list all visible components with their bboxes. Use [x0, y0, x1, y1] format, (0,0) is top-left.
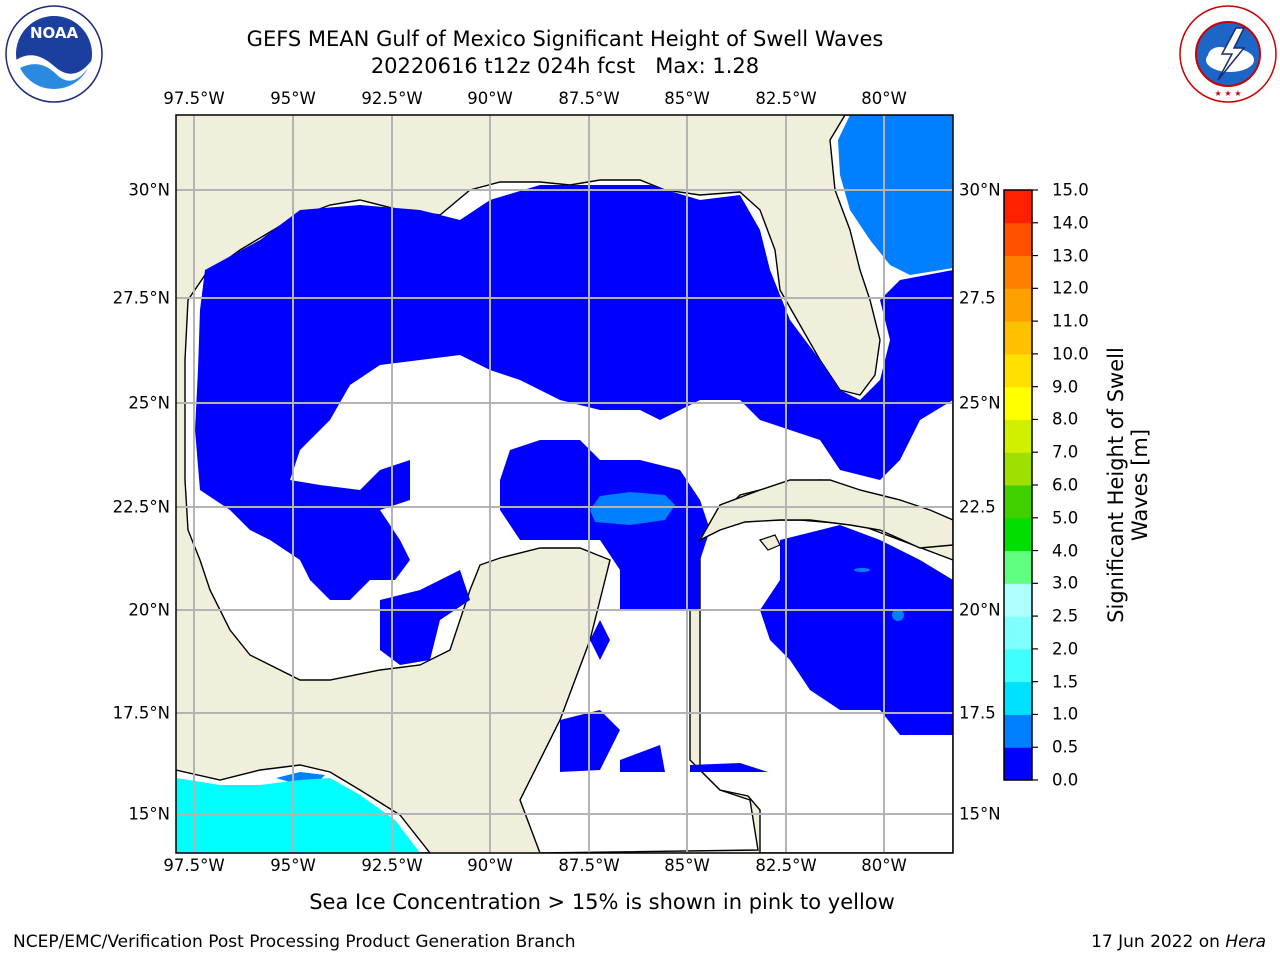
lat-label-right: 15°N	[959, 804, 1001, 824]
colorbar-label: Significant Height of Swell Waves [m]	[1104, 347, 1152, 623]
lon-label-bottom: 92.5°W	[361, 856, 423, 875]
lat-label-right: 20°N	[959, 600, 1001, 620]
lat-label-right: 25°N	[959, 393, 1001, 413]
lon-label-bottom: 97.5°W	[163, 856, 225, 875]
nws-logo: ★ ★ ★	[1179, 5, 1277, 103]
lat-label-right: 27.5	[959, 288, 996, 308]
colorbar	[1003, 189, 1038, 781]
colorbar-segment	[1004, 190, 1032, 224]
colorbar-segment	[1004, 517, 1032, 552]
colorbar-tick-label: 3.0	[1052, 573, 1079, 593]
lon-label-top: 95°W	[270, 89, 316, 108]
lat-label-right: 17.5	[959, 703, 996, 723]
lat-label-right: 30°N	[959, 180, 1001, 200]
colorbar-tick-label: 7.0	[1052, 442, 1079, 462]
graticule	[176, 115, 953, 853]
noaa-logo: NOAA	[5, 5, 103, 103]
colorbar-segment	[1004, 747, 1032, 781]
sea-ice-caption: Sea Ice Concentration > 15% is shown in …	[309, 890, 895, 914]
colorbar-tick-label: 8.0	[1052, 409, 1079, 429]
lon-label-bottom: 87.5°W	[558, 856, 620, 875]
colorbar-tick-label: 10.0	[1052, 344, 1089, 364]
colorbar-tick-label: 2.0	[1052, 639, 1079, 659]
lon-label-top: 92.5°W	[361, 89, 423, 108]
lon-label-bottom: 82.5°W	[755, 856, 817, 875]
map-frame	[175, 114, 954, 854]
lat-label-right: 22.5	[959, 497, 996, 517]
colorbar-tick-label: 11.0	[1052, 311, 1089, 331]
colorbar-tick-label: 2.5	[1052, 606, 1079, 626]
colorbar-segment	[1004, 222, 1032, 257]
lat-label-left: 25°N	[128, 393, 170, 413]
colorbar-tick-label: 0.0	[1052, 770, 1079, 790]
colorbar-segment	[1004, 583, 1032, 617]
colorbar-segment	[1004, 714, 1032, 748]
lat-label-left: 22.5°N	[112, 497, 170, 517]
colorbar-tick-label: 12.0	[1052, 278, 1089, 298]
colorbar-segment	[1004, 681, 1032, 715]
colorbar-tick-label: 4.0	[1052, 541, 1079, 561]
swell-band-1.0-1.5	[176, 778, 420, 853]
colorbar-segment	[1004, 648, 1032, 683]
lon-label-bottom: 85°W	[664, 856, 710, 875]
colorbar-segment	[1004, 616, 1032, 650]
colorbar-segment	[1004, 288, 1032, 322]
colorbar-segment	[1004, 419, 1032, 453]
isle-of-youth	[758, 534, 781, 551]
lon-label-top: 97.5°W	[163, 89, 225, 108]
lat-label-left: 20°N	[128, 600, 170, 620]
colorbar-segment	[1004, 485, 1032, 519]
colorbar-tick-label: 1.5	[1052, 672, 1079, 692]
chart-title: GEFS MEAN Gulf of Mexico Significant Hei…	[246, 27, 884, 51]
colorbar-segment	[1004, 321, 1032, 355]
colorbar-tick-label: 6.0	[1052, 475, 1079, 495]
colorbar-segment	[1004, 255, 1032, 289]
colorbar-tick-label: 9.0	[1052, 377, 1079, 397]
colorbar-segment	[1004, 353, 1032, 388]
colorbar-tick-label: 1.0	[1052, 704, 1079, 724]
colorbar-tick-label: 0.5	[1052, 737, 1079, 757]
lat-label-left: 17.5°N	[112, 703, 170, 723]
colorbar-segment	[1004, 452, 1032, 486]
lat-label-left: 27.5°N	[112, 288, 170, 308]
colorbar-segment	[1004, 550, 1032, 584]
lon-label-bottom: 90°W	[467, 856, 513, 875]
colorbar-tick-label: 13.0	[1052, 246, 1089, 266]
colorbar-tick-label: 14.0	[1052, 213, 1089, 233]
lat-label-left: 15°N	[128, 804, 170, 824]
lon-label-top: 85°W	[664, 89, 710, 108]
lon-label-bottom: 80°W	[861, 856, 907, 875]
colorbar-tick-label: 15.0	[1052, 180, 1089, 200]
chart-subtitle: 20220616 t12z 024h fcst Max: 1.28	[370, 54, 760, 78]
lat-label-left: 30°N	[128, 180, 170, 200]
colorbar-segment	[1004, 386, 1032, 420]
swell-band-0-0.5	[195, 185, 953, 772]
lon-label-top: 80°W	[861, 89, 907, 108]
colorbar-tick-label: 5.0	[1052, 508, 1079, 528]
lon-label-bottom: 95°W	[270, 856, 316, 875]
footer-date: 17 Jun 2022 on Hera	[1091, 932, 1266, 952]
footer-credit: NCEP/EMC/Verification Post Processing Pr…	[13, 932, 576, 952]
noaa-logo-text: NOAA	[30, 24, 79, 42]
lon-label-top: 82.5°W	[755, 89, 817, 108]
svg-text:★ ★ ★: ★ ★ ★	[1214, 89, 1241, 98]
lon-label-top: 87.5°W	[558, 89, 620, 108]
lon-label-top: 90°W	[467, 89, 513, 108]
swell-band-0.5-1.0	[276, 115, 953, 782]
